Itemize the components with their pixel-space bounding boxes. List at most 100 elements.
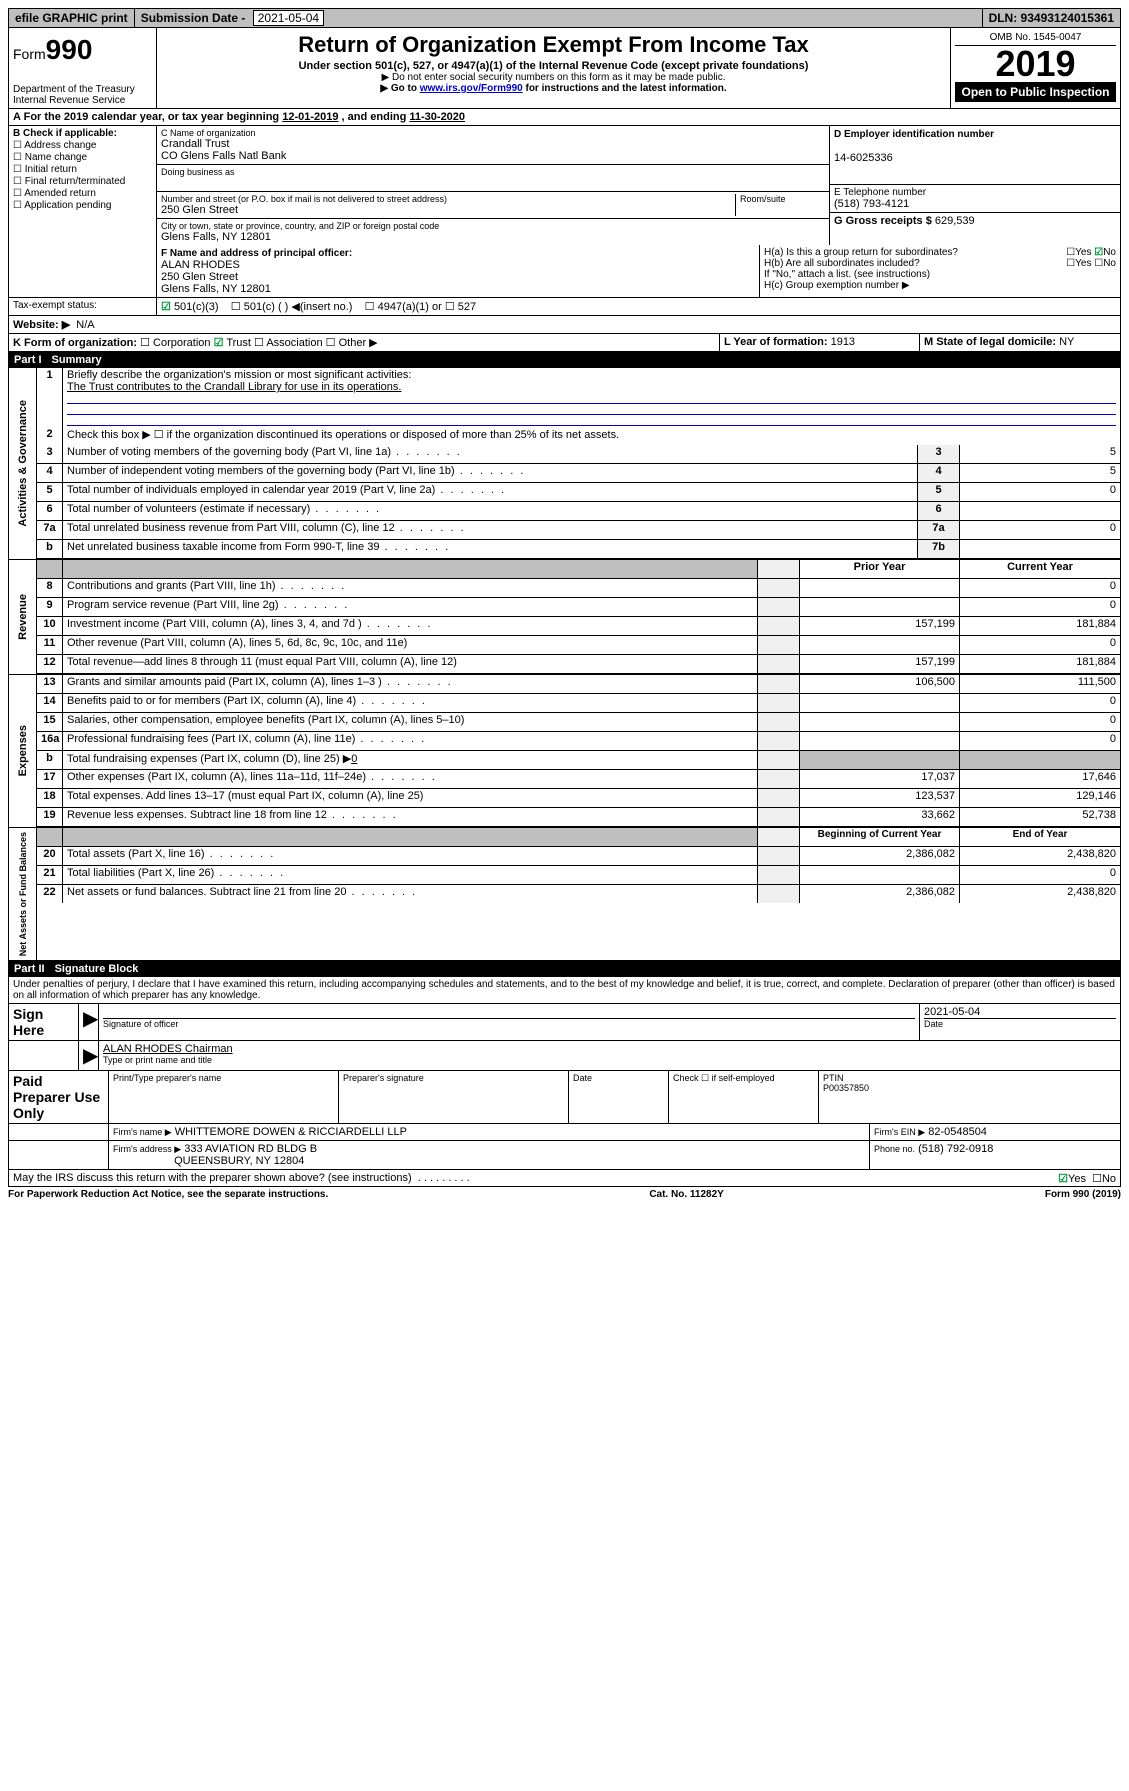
officer-name: ALAN RHODES	[161, 259, 240, 271]
submission-cell: Submission Date - 2021-05-04	[135, 9, 983, 27]
prep-name-label: Print/Type preparer's name	[109, 1071, 339, 1123]
form-no-footer: Form 990 (2019)	[1045, 1189, 1121, 1200]
line9-curr: 0	[960, 598, 1120, 616]
line14-curr: 0	[960, 694, 1120, 712]
website-row: Website: ▶ N/A	[8, 316, 1121, 334]
cb-final-return[interactable]: ☐ Final return/terminated	[13, 176, 152, 187]
irs-label: Internal Revenue Service	[13, 95, 152, 106]
cb-4947[interactable]: 4947(a)(1) or	[378, 301, 442, 313]
domicile: NY	[1059, 336, 1074, 348]
year-formation: 1913	[831, 336, 855, 348]
revenue-section: Revenue Prior YearCurrent Year 8Contribu…	[8, 560, 1121, 675]
cb-amended[interactable]: ☐ Amended return	[13, 188, 152, 199]
part1-header: Part I Summary	[8, 352, 1121, 368]
type-name-label: Type or print name and title	[103, 1055, 1116, 1065]
line7a-desc: Total unrelated business revenue from Pa…	[63, 521, 918, 539]
officer-name-title: ALAN RHODES Chairman	[103, 1043, 233, 1055]
open-public: Open to Public Inspection	[955, 82, 1116, 102]
h-b: H(b) Are all subordinates included? ☐Yes…	[764, 258, 1116, 269]
line11-prior	[800, 636, 960, 654]
prep-sig-label: Preparer's signature	[339, 1071, 569, 1123]
cb-other[interactable]: Other ▶	[339, 337, 378, 349]
cb-corp[interactable]: Corporation	[153, 337, 210, 349]
ptin: P00357850	[823, 1083, 869, 1093]
sig-date-label: Date	[924, 1018, 1116, 1029]
efile-label[interactable]: efile GRAPHIC print	[9, 9, 135, 27]
firm-name-label: Firm's name ▶	[113, 1127, 172, 1137]
cb-name-change[interactable]: ☐ Name change	[13, 152, 152, 163]
box-i-label: Tax-exempt status:	[9, 298, 157, 315]
cb-app-pending[interactable]: ☐ Application pending	[13, 200, 152, 211]
website: N/A	[76, 319, 94, 331]
cb-trust[interactable]: Trust	[226, 337, 251, 349]
line9-prior	[800, 598, 960, 616]
box-d-label: D Employer identification number	[834, 129, 994, 140]
irs-link[interactable]: www.irs.gov/Form990	[420, 83, 523, 94]
line7b-val	[960, 540, 1120, 558]
firm-addr1: 333 AVIATION RD BLDG B	[184, 1143, 317, 1155]
line3-val: 5	[960, 445, 1120, 463]
pra-notice: For Paperwork Reduction Act Notice, see …	[8, 1189, 328, 1200]
line12-curr: 181,884	[960, 655, 1120, 673]
line22-prior: 2,386,082	[800, 885, 960, 903]
cb-address-change[interactable]: ☐ Address change	[13, 140, 152, 151]
h-b-note: If "No," attach a list. (see instruction…	[764, 269, 1116, 280]
box-e-label: E Telephone number	[834, 187, 1116, 198]
cb-initial-return[interactable]: ☐ Initial return	[13, 164, 152, 175]
cb-assoc[interactable]: Association	[266, 337, 322, 349]
cb-501c3[interactable]: 501(c)(3)	[174, 301, 219, 313]
line22-curr: 2,438,820	[960, 885, 1120, 903]
period-bar: A For the 2019 calendar year, or tax yea…	[8, 109, 1121, 126]
submission-label: Submission Date -	[141, 11, 246, 25]
line5-val: 0	[960, 483, 1120, 501]
box-f-label: F Name and address of principal officer:	[161, 248, 352, 259]
dln: DLN: 93493124015361	[983, 9, 1120, 27]
sig-date-val: 2021-05-04	[924, 1006, 1116, 1018]
line12-prior: 157,199	[800, 655, 960, 673]
line15-desc: Salaries, other compensation, employee b…	[63, 713, 758, 731]
ptin-label: PTIN	[823, 1073, 844, 1083]
begin-year-header: Beginning of Current Year	[800, 828, 960, 846]
room-label: Room/suite	[735, 194, 825, 216]
line10-desc: Investment income (Part VIII, column (A)…	[63, 617, 758, 635]
box-b-label: B Check if applicable:	[13, 128, 117, 139]
line18-prior: 123,537	[800, 789, 960, 807]
city-state-zip: Glens Falls, NY 12801	[161, 231, 825, 243]
form-number: Form990	[13, 34, 152, 66]
discuss-row: May the IRS discuss this return with the…	[8, 1170, 1121, 1187]
line13-curr: 111,500	[960, 675, 1120, 693]
line21-desc: Total liabilities (Part X, line 26)	[63, 866, 758, 884]
line17-curr: 17,646	[960, 770, 1120, 788]
line17-desc: Other expenses (Part IX, column (A), lin…	[63, 770, 758, 788]
line19-prior: 33,662	[800, 808, 960, 826]
line22-desc: Net assets or fund balances. Subtract li…	[63, 885, 758, 903]
box-j-label: Website: ▶	[13, 319, 70, 331]
netassets-label: Net Assets or Fund Balances	[16, 828, 30, 960]
line14-desc: Benefits paid to or for members (Part IX…	[63, 694, 758, 712]
line3-desc: Number of voting members of the governin…	[63, 445, 918, 463]
expenses-section: Expenses 13Grants and similar amounts pa…	[8, 675, 1121, 828]
revenue-label: Revenue	[15, 590, 31, 644]
expenses-label: Expenses	[15, 721, 31, 780]
box-k-label: K Form of organization:	[13, 337, 137, 349]
tax-exempt-row: Tax-exempt status: ☑ 501(c)(3) ☐ 501(c) …	[8, 298, 1121, 316]
street-address: 250 Glen Street	[161, 204, 735, 216]
h-c: H(c) Group exemption number ▶	[764, 280, 1116, 291]
line16a-desc: Professional fundraising fees (Part IX, …	[63, 732, 758, 750]
submission-date: 2021-05-04	[253, 10, 324, 26]
check-self-employed[interactable]: Check ☐ if self-employed	[669, 1071, 819, 1123]
telephone: (518) 793-4121	[834, 198, 1116, 210]
entity-info: B Check if applicable: ☐ Address change …	[8, 126, 1121, 245]
cb-501c[interactable]: 501(c) ( ) ◀(insert no.)	[244, 301, 353, 313]
line21-curr: 0	[960, 866, 1120, 884]
end-year-header: End of Year	[960, 828, 1120, 846]
line15-curr: 0	[960, 713, 1120, 731]
city-label: City or town, state or province, country…	[161, 221, 825, 231]
line20-curr: 2,438,820	[960, 847, 1120, 865]
org-name2: CO Glens Falls Natl Bank	[161, 150, 825, 162]
top-bar: efile GRAPHIC print Submission Date - 20…	[8, 8, 1121, 28]
firm-ein: 82-0548504	[928, 1126, 987, 1138]
line8-prior	[800, 579, 960, 597]
line6-desc: Total number of volunteers (estimate if …	[63, 502, 918, 520]
cb-527[interactable]: 527	[458, 301, 476, 313]
